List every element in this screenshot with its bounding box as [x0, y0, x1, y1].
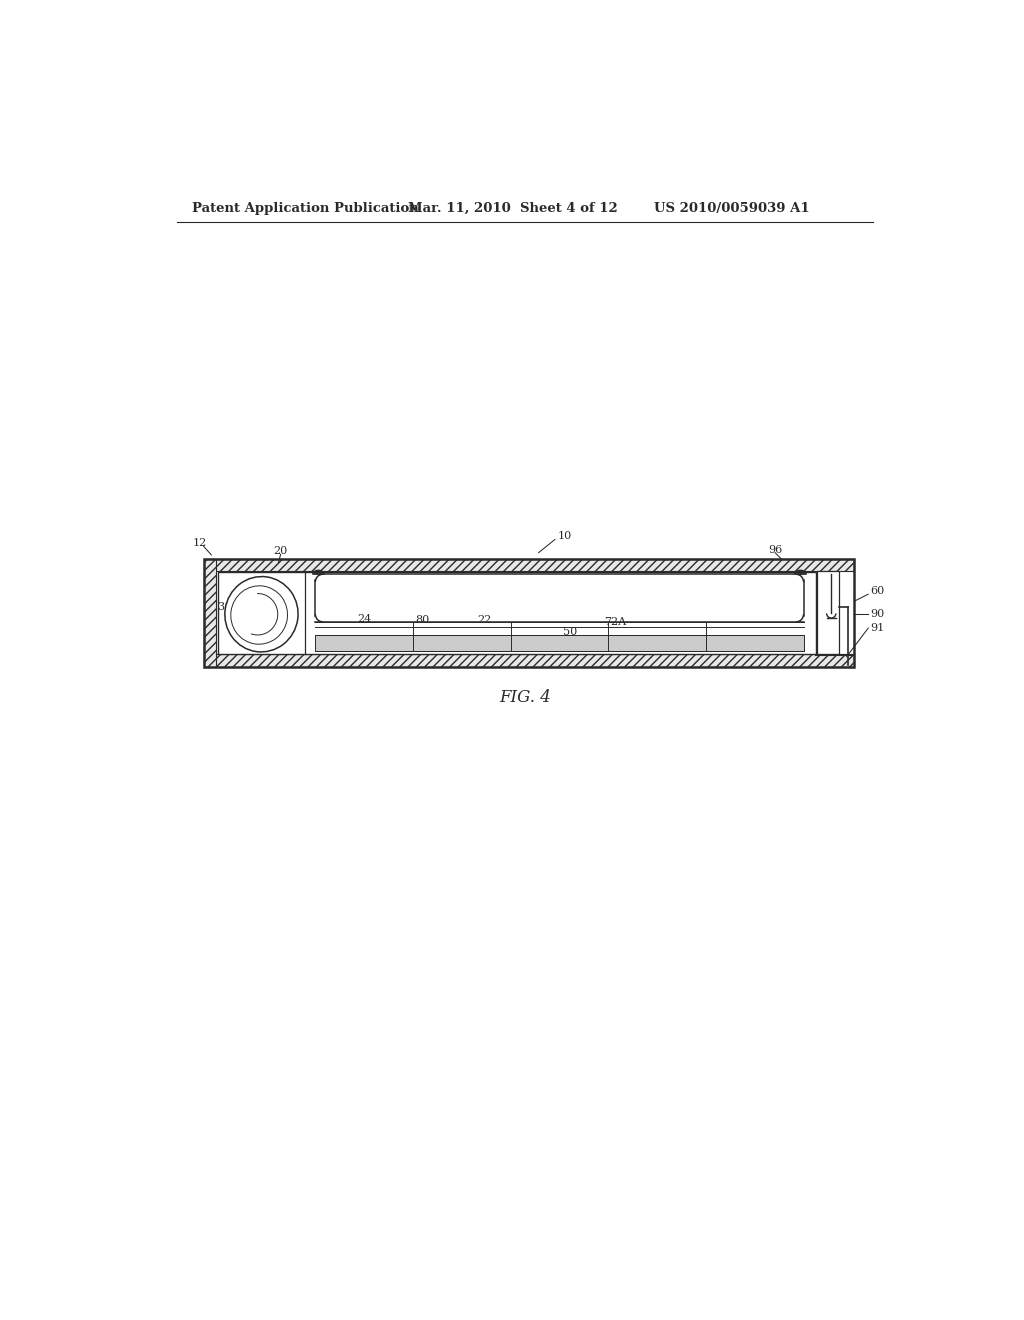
Text: 80: 80 [416, 615, 430, 626]
Bar [204, 558, 216, 667]
Text: 20: 20 [273, 546, 288, 556]
Text: 91: 91 [869, 623, 884, 634]
Text: 96: 96 [768, 545, 782, 554]
Text: 35: 35 [245, 602, 259, 611]
Text: 50: 50 [563, 627, 578, 638]
Text: 31: 31 [217, 602, 231, 611]
Text: Patent Application Publication: Patent Application Publication [193, 202, 419, 215]
Bar [204, 558, 854, 667]
Bar [204, 655, 854, 667]
Text: 24: 24 [357, 614, 371, 624]
Text: 90: 90 [869, 610, 884, 619]
Bar [204, 558, 854, 572]
Bar [315, 635, 804, 651]
Text: US 2010/0059039 A1: US 2010/0059039 A1 [654, 202, 810, 215]
Text: 60: 60 [869, 586, 884, 597]
Ellipse shape [225, 577, 298, 652]
Text: 30: 30 [231, 605, 246, 615]
Text: 22: 22 [477, 615, 492, 626]
Text: 72A: 72A [604, 616, 627, 627]
Text: 12: 12 [193, 539, 207, 548]
Text: FIG. 4: FIG. 4 [499, 689, 551, 706]
Text: Mar. 11, 2010  Sheet 4 of 12: Mar. 11, 2010 Sheet 4 of 12 [408, 202, 617, 215]
Bar [217, 572, 816, 653]
Bar [220, 573, 303, 652]
Text: 10: 10 [558, 531, 572, 541]
Bar [817, 572, 839, 655]
